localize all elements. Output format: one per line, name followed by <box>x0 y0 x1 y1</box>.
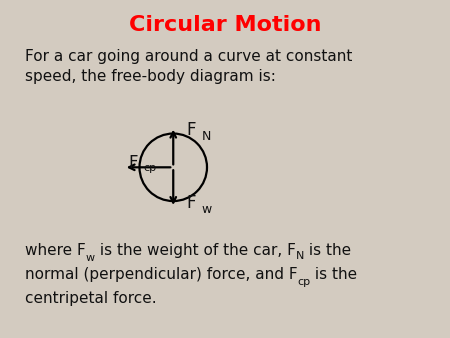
Text: is the: is the <box>310 267 358 282</box>
Text: For a car going around a curve at constant: For a car going around a curve at consta… <box>25 49 352 64</box>
Text: speed, the free-body diagram is:: speed, the free-body diagram is: <box>25 69 275 84</box>
Text: w: w <box>86 253 94 263</box>
Text: N: N <box>202 130 211 143</box>
Text: F: F <box>187 121 196 139</box>
Text: is the: is the <box>304 243 351 258</box>
Text: is the weight of the car, F: is the weight of the car, F <box>94 243 296 258</box>
Text: F: F <box>128 154 138 172</box>
Text: w: w <box>202 203 212 216</box>
Text: normal (perpendicular) force, and F: normal (perpendicular) force, and F <box>25 267 297 282</box>
Text: centripetal force.: centripetal force. <box>25 290 157 306</box>
Text: where F: where F <box>25 243 86 258</box>
Text: cp: cp <box>297 276 310 287</box>
Text: cp: cp <box>143 163 156 173</box>
Text: N: N <box>296 250 304 261</box>
Text: F: F <box>187 194 196 213</box>
Text: Circular Motion: Circular Motion <box>129 15 321 35</box>
